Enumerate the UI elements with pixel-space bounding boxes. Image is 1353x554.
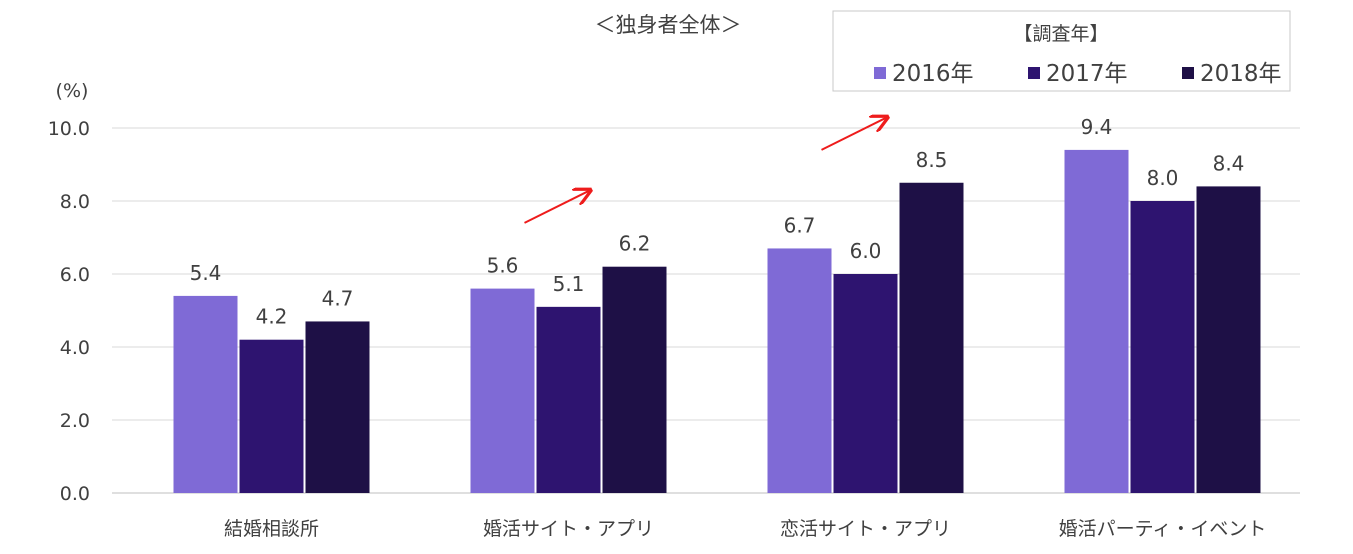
y-tick-label: 0.0 <box>60 483 90 505</box>
bar <box>602 266 667 493</box>
bar <box>1064 149 1129 493</box>
bar <box>833 274 898 493</box>
bar <box>305 321 370 493</box>
data-label: 4.7 <box>322 286 354 310</box>
data-label: 5.4 <box>190 261 222 285</box>
data-label: 9.4 <box>1081 115 1113 139</box>
bar <box>899 182 964 493</box>
bar <box>1196 186 1261 493</box>
bar <box>239 339 304 493</box>
legend-swatch <box>1182 67 1194 79</box>
trend-arrow <box>524 190 591 224</box>
legend-title: 【調査年】 <box>1013 23 1108 45</box>
data-label: 5.6 <box>487 254 519 278</box>
x-axis-categories: 結婚相談所 婚活サイト・アプリ 恋活サイト・アプリ 婚活パーティ・イベント <box>224 518 1266 540</box>
legend-label: 2018年 <box>1200 61 1282 87</box>
y-tick-label: 6.0 <box>60 264 90 286</box>
y-tick-label: 8.0 <box>60 191 90 213</box>
data-label: 6.2 <box>619 232 651 256</box>
x-category-label: 結婚相談所 <box>224 518 319 540</box>
data-label: 8.5 <box>916 148 948 172</box>
y-tick-label: 10.0 <box>48 118 90 140</box>
bar <box>470 288 535 493</box>
data-label: 8.0 <box>1147 166 1179 190</box>
data-label: 6.7 <box>784 213 816 237</box>
bar <box>1130 201 1195 493</box>
trend-arrows <box>524 117 888 224</box>
bar <box>536 306 601 493</box>
bars <box>173 149 1261 493</box>
x-category-label: 婚活サイト・アプリ <box>483 518 654 540</box>
y-tick-label: 4.0 <box>60 337 90 359</box>
data-label: 5.1 <box>553 272 585 296</box>
data-labels: 5.4 4.2 4.7 5.6 5.1 6.2 6.7 6.0 8.5 9.4 8.0 8.4 <box>190 115 1245 329</box>
data-label: 6.0 <box>850 239 882 263</box>
bar <box>173 295 238 493</box>
legend-items: 2016年 2017年 2018年 <box>874 61 1282 87</box>
legend-box <box>832 10 1291 92</box>
x-category-label: 恋活サイト・アプリ <box>780 518 951 540</box>
data-label: 4.2 <box>256 305 288 329</box>
legend-swatch <box>874 67 886 79</box>
y-axis-ticks: 0.0 2.0 4.0 6.0 8.0 10.0 <box>48 118 90 505</box>
data-label: 8.4 <box>1213 151 1245 175</box>
legend-label: 2016年 <box>892 61 974 87</box>
legend-swatch <box>1028 67 1040 79</box>
chart-title: ＜独身者全体＞ <box>595 13 742 37</box>
y-axis-unit: (%) <box>56 80 89 102</box>
legend-label: 2017年 <box>1046 61 1128 87</box>
legend: 【調査年】 2016年 2017年 2018年 <box>832 10 1291 92</box>
bar <box>767 248 832 493</box>
y-tick-label: 2.0 <box>60 410 90 432</box>
trend-arrow <box>821 117 888 151</box>
x-category-label: 婚活パーティ・イベント <box>1059 518 1267 540</box>
